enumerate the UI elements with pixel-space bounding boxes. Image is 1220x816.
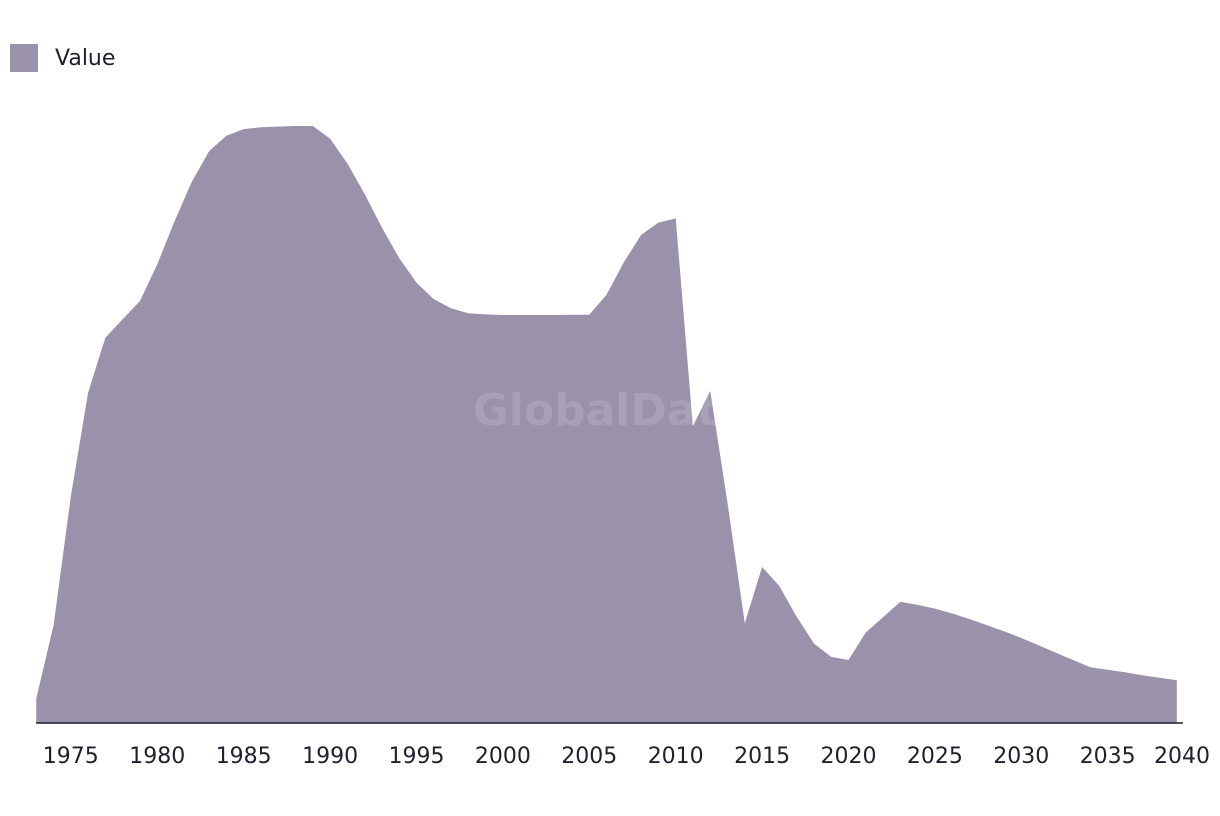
x-tick-label: 2040 xyxy=(1154,744,1210,769)
plot-area xyxy=(36,126,1177,723)
watermark: GlobalData xyxy=(473,385,748,436)
x-tick-label: 1990 xyxy=(302,744,358,769)
area-series-value xyxy=(36,126,1177,723)
x-tick-label: 2030 xyxy=(993,744,1049,769)
x-tick-label: 2010 xyxy=(648,744,704,769)
legend-swatch xyxy=(10,44,38,72)
x-axis-ticks: 1975 1980 1985 1990 1995 2000 2005 2010 2015 2020… xyxy=(43,744,1210,769)
x-tick-label: 1980 xyxy=(129,744,185,769)
legend: Value xyxy=(10,44,115,72)
x-tick-label: 2000 xyxy=(475,744,531,769)
x-tick-label: 2035 xyxy=(1080,744,1136,769)
x-tick-label: 2015 xyxy=(734,744,790,769)
x-tick-label: 2025 xyxy=(907,744,963,769)
x-tick-label: 2020 xyxy=(821,744,877,769)
legend-label: Value xyxy=(55,45,116,71)
x-tick-label: 1975 xyxy=(43,744,99,769)
x-tick-label: 1985 xyxy=(216,744,272,769)
x-tick-label: 2005 xyxy=(561,744,617,769)
x-tick-label: 1995 xyxy=(389,744,445,769)
